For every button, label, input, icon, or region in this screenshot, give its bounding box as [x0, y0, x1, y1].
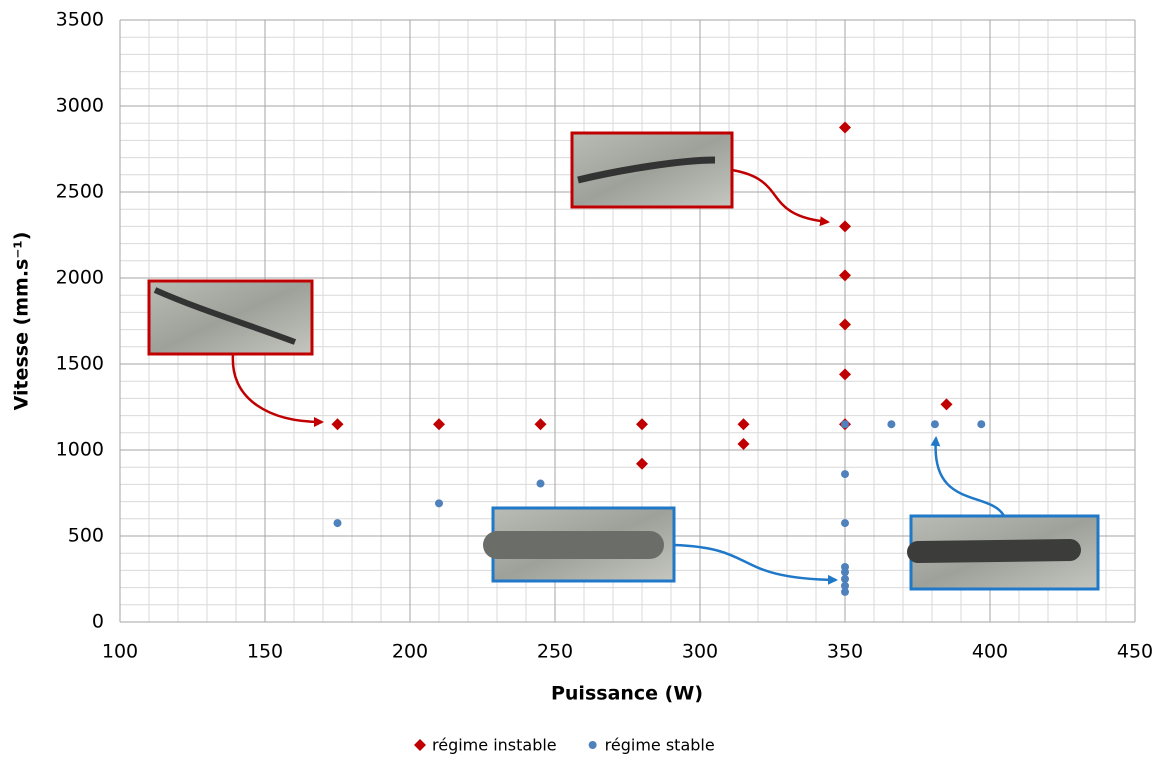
photo-inset	[570, 131, 734, 209]
arrow	[673, 543, 838, 585]
photo-weld	[577, 156, 716, 184]
x-tick-label: 150	[247, 641, 283, 663]
point	[887, 420, 896, 429]
x-tick-label: 300	[682, 641, 718, 663]
y-tick-label: 3000	[56, 95, 104, 117]
point	[841, 587, 849, 596]
point	[839, 269, 851, 282]
point	[940, 398, 953, 411]
x-tick-label: 100	[102, 641, 138, 663]
arrow	[231, 353, 324, 427]
point	[841, 420, 849, 429]
photo-weld	[907, 539, 1081, 563]
point	[841, 568, 849, 577]
point	[536, 479, 545, 488]
y-tick-label: 500	[68, 525, 104, 547]
point	[839, 220, 851, 233]
arrow	[930, 436, 1006, 517]
point	[977, 420, 986, 429]
point	[841, 470, 849, 479]
y-tick-label: 2000	[56, 267, 104, 289]
x-tick-label: 350	[827, 641, 863, 663]
marks	[331, 121, 986, 596]
photo-weld	[153, 287, 297, 345]
point	[839, 318, 851, 331]
y-tick-label: 1000	[56, 439, 104, 461]
point	[930, 420, 939, 429]
point	[435, 499, 443, 508]
point	[841, 575, 849, 583]
legend-marker	[588, 741, 597, 749]
point	[737, 418, 750, 431]
legend-marker	[414, 739, 426, 751]
point	[636, 457, 648, 470]
annotations	[147, 131, 1100, 591]
point	[333, 519, 342, 528]
legend: régime instable régime stable	[414, 736, 715, 755]
arrow	[731, 168, 830, 227]
x-tick-label: 200	[392, 641, 428, 663]
point	[331, 418, 344, 431]
y-axis-title: Vitesse (mm.s⁻¹)	[11, 232, 33, 411]
x-axis-title: Puissance (W)	[551, 683, 703, 705]
y-tick-label: 1500	[56, 353, 104, 375]
y-tick-label: 0	[92, 611, 104, 633]
point	[841, 519, 849, 528]
legend-label: régime stable	[605, 736, 715, 755]
x-tick-label: 450	[1117, 641, 1153, 663]
point	[534, 418, 547, 431]
y-tick-label: 3500	[56, 9, 104, 31]
point	[433, 418, 445, 431]
point	[737, 437, 750, 450]
x-tick-label: 400	[972, 641, 1008, 663]
y-tick-label: 2500	[56, 181, 104, 203]
point	[839, 368, 851, 381]
legend-label: régime instable	[432, 736, 557, 755]
x-tick-label: 250	[537, 641, 573, 663]
point	[636, 418, 648, 431]
point	[839, 121, 851, 134]
point	[841, 581, 849, 590]
